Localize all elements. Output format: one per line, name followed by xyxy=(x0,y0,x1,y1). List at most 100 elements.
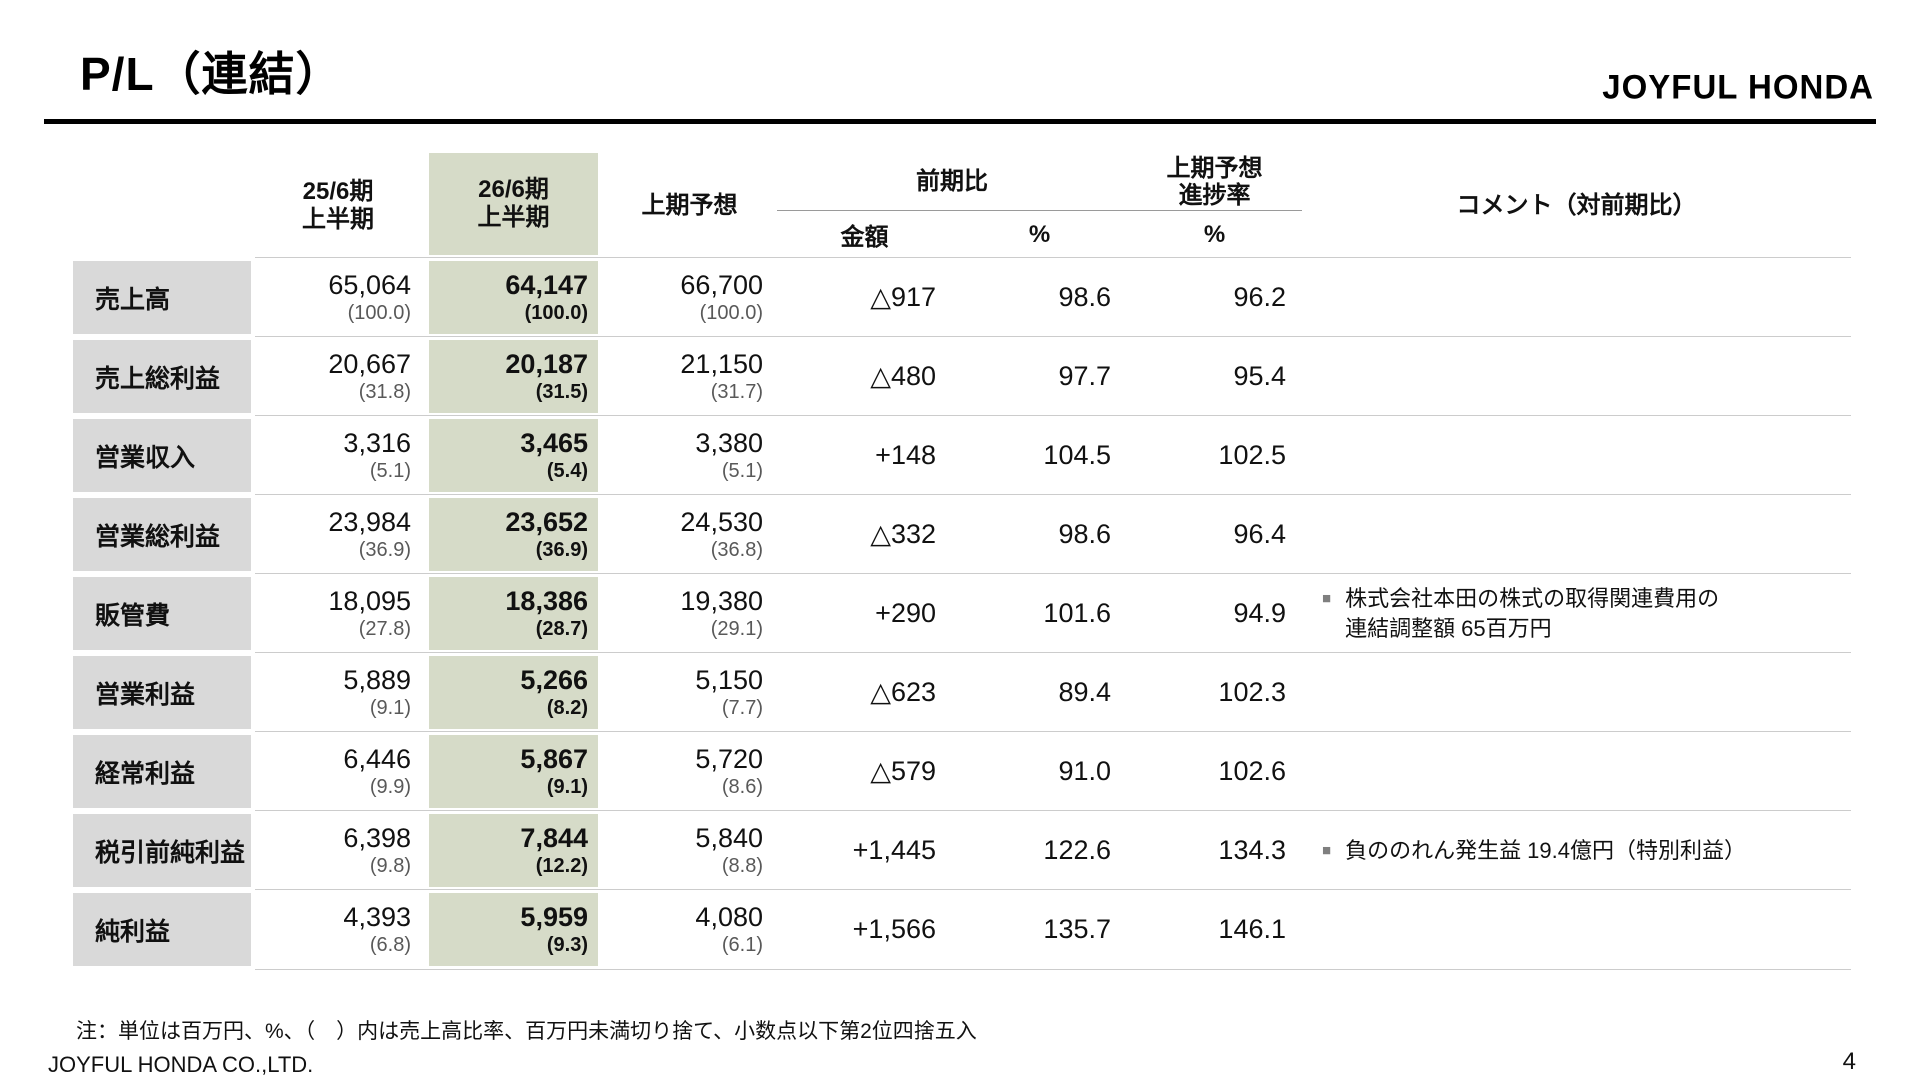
prev-value: 6,446 xyxy=(343,744,411,774)
cell-forecast: 5,840 (8.8) xyxy=(602,811,777,890)
prev-value: 23,984 xyxy=(328,507,411,537)
header-yoy-percent: % xyxy=(1028,220,1051,248)
cell-current: 23,652 (36.9) xyxy=(429,498,598,571)
cell-comment: ■ 負ののれん発生益 19.4億円（特別利益） xyxy=(1302,811,1851,890)
forecast-value: 24,530 xyxy=(680,507,763,537)
current-ratio: (8.2) xyxy=(546,697,588,719)
row-label: 経常利益 xyxy=(73,735,251,808)
forecast-value: 5,150 xyxy=(695,665,763,695)
header-comparison-group: 前期比 上期予想 進捗率 金額 % % xyxy=(777,153,1302,258)
joyful-honda-logo: JOYFUL HONDA xyxy=(1602,67,1874,106)
header-forecast: 上期予想 xyxy=(641,191,738,219)
current-value: 5,867 xyxy=(520,744,588,774)
forecast-value: 21,150 xyxy=(680,349,763,379)
cell-yoy-percent: 104.5 xyxy=(1043,440,1111,470)
forecast-ratio: (7.7) xyxy=(721,697,763,719)
current-value: 20,187 xyxy=(505,349,588,379)
header-group-top: 前期比 上期予想 進捗率 xyxy=(777,153,1302,211)
table-header-row: 25/6期 上半期 26/6期 上半期 上期予想 前期比 上期予想 進捗率 金額… xyxy=(73,153,1851,258)
cell-yoy-amount: +148 xyxy=(875,440,936,470)
cell-forecast: 5,150 (7.7) xyxy=(602,653,777,732)
bullet-square-icon: ■ xyxy=(1322,841,1332,859)
cell-progress-percent: 96.2 xyxy=(1233,282,1286,312)
current-value: 7,844 xyxy=(520,823,588,853)
table-row-operating-gross-profit: 営業総利益 23,984 (36.9) 23,652 (36.9) 24,530 (3… xyxy=(73,494,1851,574)
comment-text: 株式会社本田の株式の取得関連費用の 連結調整額 65百万円 xyxy=(1345,585,1720,641)
cell-progress-percent: 96.4 xyxy=(1233,519,1286,549)
current-ratio: (9.1) xyxy=(546,776,588,798)
cell-comment xyxy=(1302,416,1851,495)
cell-current: 3,465 (5.4) xyxy=(429,419,598,492)
cell-yoy-amount: △623 xyxy=(870,677,936,707)
current-ratio: (36.9) xyxy=(535,539,588,561)
cell-progress-percent: 146.1 xyxy=(1218,914,1286,944)
forecast-ratio: (6.1) xyxy=(721,934,763,956)
cell-forecast: 3,380 (5.1) xyxy=(602,416,777,495)
footer-company: JOYFUL HONDA CO.,LTD. xyxy=(48,1052,314,1077)
row-label: 税引前純利益 xyxy=(73,814,251,887)
current-value: 5,266 xyxy=(520,665,588,695)
forecast-value: 5,720 xyxy=(695,744,763,774)
cell-prev: 20,667 (31.8) xyxy=(251,337,425,416)
header-yoy-amount: 金額 xyxy=(840,224,889,251)
cell-comment xyxy=(1302,653,1851,732)
cell-prev: 65,064 (100.0) xyxy=(251,258,425,337)
cell-progress-percent: 102.6 xyxy=(1218,756,1286,786)
cell-prev: 6,398 (9.8) xyxy=(251,811,425,890)
prev-ratio: (31.8) xyxy=(358,381,411,403)
header-prev-period: 25/6期 上半期 xyxy=(302,177,374,233)
cell-current: 20,187 (31.5) xyxy=(429,340,598,413)
table-row-net-income: 純利益 4,393 (6.8) 5,959 (9.3) 4,080 (6.1) +1,… xyxy=(73,889,1851,969)
cell-yoy-amount: △332 xyxy=(870,519,936,549)
pl-table: 25/6期 上半期 26/6期 上半期 上期予想 前期比 上期予想 進捗率 金額… xyxy=(73,153,1851,970)
cell-current: 7,844 (12.2) xyxy=(429,814,598,887)
prev-ratio: (100.0) xyxy=(347,302,411,324)
header-current-period: 26/6期 上半期 xyxy=(429,153,598,255)
cell-yoy-percent: 91.0 xyxy=(1058,756,1111,786)
forecast-ratio: (8.6) xyxy=(721,776,763,798)
table-row-sga: 販管費 18,095 (27.8) 18,386 (28.7) 19,380 (29.… xyxy=(73,573,1851,653)
comment-text: 負ののれん発生益 19.4億円（特別利益） xyxy=(1345,837,1746,863)
forecast-ratio: (5.1) xyxy=(721,460,763,482)
cell-yoy-percent: 98.6 xyxy=(1058,519,1111,549)
prev-value: 5,889 xyxy=(343,665,411,695)
row-label: 営業利益 xyxy=(73,656,251,729)
current-value: 18,386 xyxy=(505,586,588,616)
page-number: 4 xyxy=(1842,1048,1856,1075)
table-body: 売上高 65,064 (100.0) 64,147 (100.0) 66,700 (1… xyxy=(73,257,1851,970)
forecast-ratio: (8.8) xyxy=(721,855,763,877)
prev-ratio: (6.8) xyxy=(369,934,411,956)
table-row-gross-profit: 売上総利益 20,667 (31.8) 20,187 (31.5) 21,150 (3… xyxy=(73,336,1851,416)
prev-value: 3,316 xyxy=(343,428,411,458)
cell-comment xyxy=(1302,890,1851,969)
forecast-ratio: (31.7) xyxy=(710,381,763,403)
cell-prev: 4,393 (6.8) xyxy=(251,890,425,969)
cell-comment xyxy=(1302,258,1851,337)
current-ratio: (31.5) xyxy=(535,381,588,403)
cell-progress-percent: 134.3 xyxy=(1218,835,1286,865)
cell-forecast: 19,380 (29.1) xyxy=(602,574,777,653)
row-label: 営業収入 xyxy=(73,419,251,492)
cell-yoy-amount: △917 xyxy=(870,282,936,312)
table-row-operating-revenue: 営業収入 3,316 (5.1) 3,465 (5.4) 3,380 (5.1) +1… xyxy=(73,415,1851,495)
prev-value: 4,393 xyxy=(343,902,411,932)
cell-forecast: 24,530 (36.8) xyxy=(602,495,777,574)
cell-yoy-percent: 101.6 xyxy=(1043,598,1111,628)
cell-yoy-amount: +1,445 xyxy=(852,835,936,865)
forecast-ratio: (100.0) xyxy=(699,302,763,324)
row-label: 純利益 xyxy=(73,893,251,966)
cell-yoy-amount: △579 xyxy=(870,756,936,786)
cell-forecast: 5,720 (8.6) xyxy=(602,732,777,811)
cell-yoy-amount: +1,566 xyxy=(852,914,936,944)
current-ratio: (12.2) xyxy=(535,855,588,877)
cell-comment xyxy=(1302,495,1851,574)
page-title: P/L（連結） xyxy=(80,48,343,100)
forecast-value: 19,380 xyxy=(680,586,763,616)
prev-ratio: (9.8) xyxy=(369,855,411,877)
cell-comment xyxy=(1302,732,1851,811)
table-row-ordinary-income: 経常利益 6,446 (9.9) 5,867 (9.1) 5,720 (8.6) △5… xyxy=(73,731,1851,811)
cell-current: 5,867 (9.1) xyxy=(429,735,598,808)
row-label: 販管費 xyxy=(73,577,251,650)
cell-forecast: 66,700 (100.0) xyxy=(602,258,777,337)
